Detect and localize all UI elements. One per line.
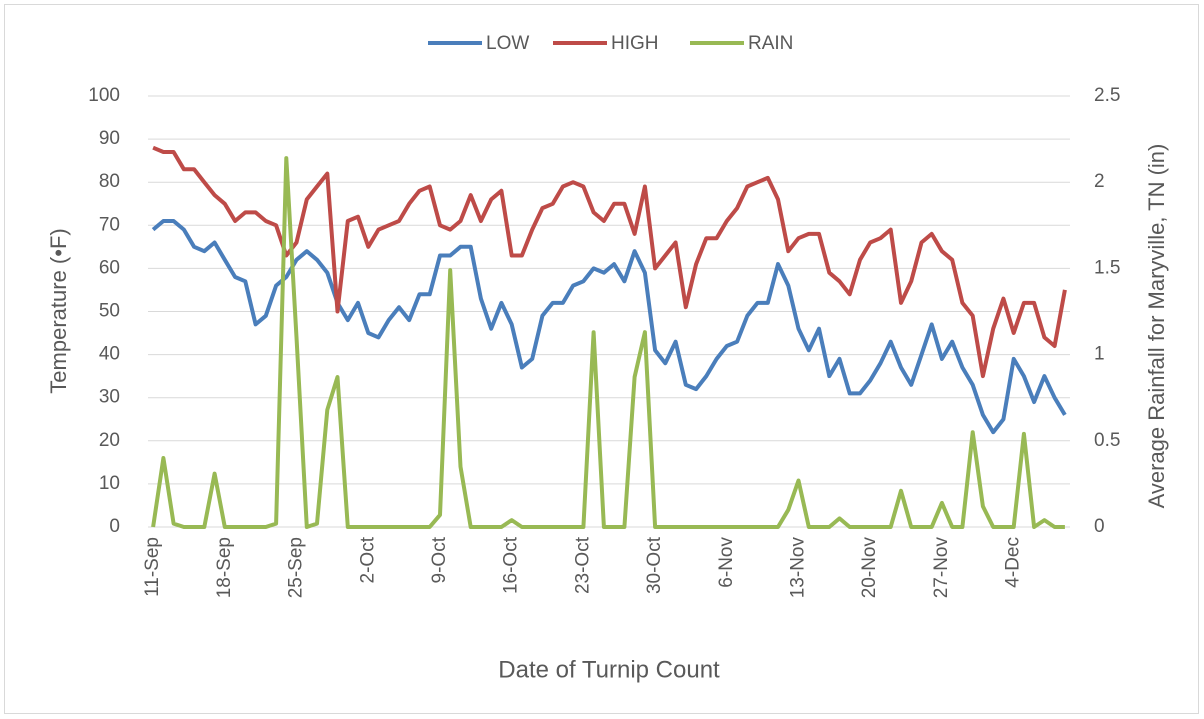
y2-tick-label: 2 [1094,171,1105,192]
y-tick-label: 20 [99,430,120,451]
legend-label: HIGH [611,33,659,54]
series-line [151,156,1065,529]
x-tick-label: 25-Sep [286,537,307,598]
x-tick-label: 9-Oct [429,536,450,583]
x-tick-label: 30-Oct [644,536,665,594]
x-tick-label: 13-Nov [788,537,809,599]
y-tick-label: 90 [99,128,120,149]
y2-tick-label: 0.5 [1094,430,1120,451]
x-tick-label: 2-Oct [357,536,378,583]
x-tick-label: 6-Nov [716,537,737,588]
y-tick-label: 50 [99,301,120,322]
legend-label: RAIN [748,33,793,54]
x-axis-title: Date of Turnip Count [498,656,720,683]
y-tick-label: 60 [99,257,120,278]
y-tick-label: 100 [88,85,120,106]
y-tick-label: 40 [99,344,120,365]
y-tick-label: 10 [99,473,120,494]
y-tick-label: 30 [99,387,120,408]
y-axis-title: Temperature (•F) [46,228,71,393]
x-tick-label: 27-Nov [931,537,952,599]
y2-tick-label: 2.5 [1094,85,1120,106]
x-tick-label: 18-Sep [214,537,235,598]
x-tick-label: 4-Dec [1003,537,1024,588]
x-tick-label: 23-Oct [572,536,593,594]
y-tick-label: 80 [99,171,120,192]
y2-tick-label: 1 [1094,344,1105,365]
y2-axis-title: Average Rainfall for Maryville, TN (in) [1144,144,1169,509]
x-tick-label: 20-Nov [859,537,880,599]
chart-border [4,4,1199,714]
x-tick-label: 11-Sep [142,537,163,597]
y-tick-label: 0 [109,516,120,537]
series-line [151,219,1067,435]
y2-tick-label: 1.5 [1094,257,1120,278]
y2-tick-label: 0 [1094,516,1105,537]
series-line [152,145,1067,379]
x-tick-label: 16-Oct [501,536,522,594]
legend-label: LOW [486,33,529,54]
y-tick-label: 70 [99,214,120,235]
